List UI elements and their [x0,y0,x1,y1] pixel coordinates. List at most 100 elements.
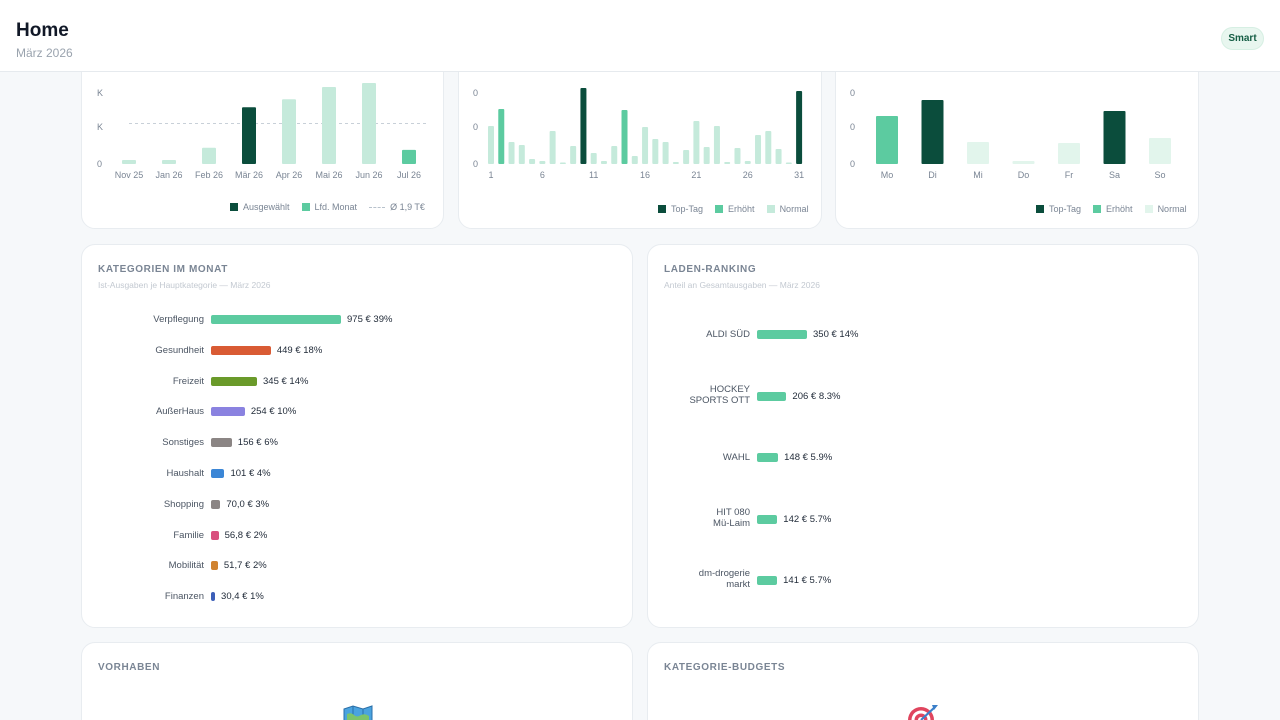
legend-high-label: Erhöht [1106,204,1133,214]
x-tick-label: Apr 26 [276,170,303,180]
bar-label-line: Finanzen [164,591,204,603]
bar-Jul 26 [402,149,416,164]
bar-day-25 [734,148,741,164]
page-subtitle: März 2026 [16,46,73,60]
x-tick-label: Do [1018,170,1030,180]
bar-label-line: AußerHaus [155,406,204,418]
monthly-bar-chart: K K 0 Nov 25 Jan 26 Feb 26 Mär 26 Apr 26 Mai 26 J… [97,83,427,180]
bar-value-label: 70,0 € 3% [226,498,270,510]
bar-label-line: Mobilität [168,560,204,572]
bar-value-label: 345 € 14% [263,375,309,387]
x-tick-label: So [1154,170,1165,180]
x-tick-label: Fr [1065,170,1074,180]
plans-card: VORHABEN [81,642,633,720]
bar-row: dm-drogerie markt 141 € 5.7% [648,568,1198,590]
bar-day-28 [765,131,772,164]
bar-day-29 [775,149,782,164]
monthly-chart-card: K K 0 Nov 25 Jan 26 Feb 26 Mär 26 Apr 26 Mai 26 J… [81,56,444,229]
legend-avg: Ø 1,9 T€ [369,202,425,212]
legend-current-label: Lfd. Monat [314,202,358,212]
bar-row: Mobilität 51,7 € 2% [82,559,632,573]
page-header: Home März 2026 Smart [0,0,1280,72]
bar-label-line: Haushalt [166,468,205,479]
card-title: LADEN-RANKING [664,264,757,275]
bar [757,330,807,339]
map-icon [343,705,373,720]
bar-row: Sonstiges 156 € 6% [82,436,632,450]
x-tick-label: Jul 26 [397,170,421,180]
x-tick-label: Nov 25 [115,170,144,180]
bar-value-label: 142 € 5.7% [783,513,832,525]
bar-Mi [967,142,989,164]
bar-label-line: SPORTS OTT [689,394,750,406]
x-tick-label: Sa [1109,170,1120,180]
bar-value-label: 350 € 14% [813,329,859,340]
bar-day-3 [508,142,515,164]
legend-normal: Normal [1144,204,1187,214]
bar-value-label: 141 € 5.7% [783,575,832,586]
bar-Fr [1058,143,1080,164]
target-icon [906,703,940,720]
x-tick-label: 16 [640,170,650,180]
legend-high-label: Erhöht [728,204,755,214]
bar-day-31 [796,91,803,164]
legend-top: Top-Tag [1036,204,1081,214]
bar-row: Freizeit 345 € 14% [82,375,632,389]
legend-high: Erhöht [715,204,755,214]
bar-row: WAHL 148 € 5.9% [648,451,1198,465]
smart-badge[interactable]: Smart [1221,27,1264,50]
bar-row: Finanzen 30,4 € 1% [82,590,632,604]
bar-Nov 25 [122,159,136,164]
bar-Mo [876,116,898,164]
bar-label: AußerHaus [156,406,204,417]
bar-day-17 [652,139,659,164]
daily-legend: Top-Tag Erhöht Normal [658,204,809,214]
x-tick-label: 26 [743,170,753,180]
y-tick-label: 0 [473,122,478,132]
bar-value-label: 56,8 € 2% [224,529,268,541]
bar-label-line: WAHL [722,452,750,463]
x-tick-label: 21 [691,170,701,180]
bar-label: Freizeit [173,376,204,387]
bar-day-15 [631,156,638,164]
x-tick-label: 1 [488,170,493,180]
bar [211,499,221,509]
bar-day-10 [580,88,587,164]
x-tick-label: 6 [540,170,545,180]
bar-row: Haushalt 101 € 4% [82,467,632,481]
bar-label-line: Verpflegung [153,314,204,325]
bar-day-30 [785,162,792,164]
bar-day-24 [724,162,731,164]
bar-label: Mobilität [169,560,204,571]
bar [211,530,219,540]
bar-day-22 [703,147,710,164]
bar [757,391,787,401]
legend-top: Top-Tag [658,204,703,214]
bar-label: WAHL [723,452,750,463]
bar-day-19 [672,162,679,164]
bar-day-14 [621,110,628,164]
bar-label: Sonstiges [162,437,204,448]
bar-day-7 [549,131,556,164]
x-tick-label: 11 [589,170,598,180]
bar [211,561,218,571]
bar-day-2 [498,109,505,164]
bar [757,514,778,524]
bar-value-label: 101 € 4% [230,468,271,479]
y-tick-label: 0 [850,122,855,132]
bar-day-12 [600,161,607,164]
monthly-legend: Ausgewählt Lfd. Monat Ø 1,9 T€ [230,202,425,212]
bar-day-9 [570,146,577,164]
x-tick-label: Jan 26 [155,170,182,180]
bar-value-label: 148 € 5.9% [784,452,833,463]
bar-day-21 [693,121,700,164]
bar-day-27 [755,135,762,164]
bar-Sa [1103,111,1126,164]
bar-value-label: 30,4 € 1% [221,591,264,603]
legend-current: Lfd. Monat [301,202,358,212]
bar-Jan 26 [162,159,176,164]
bar-row: HIT 080 Mü-Laim 142 € 5.7% [648,507,1198,529]
bar-label-line: HOCKEY [709,383,750,395]
bar-Do [1012,161,1035,164]
bar-label-line: Gesundheit [155,344,204,356]
